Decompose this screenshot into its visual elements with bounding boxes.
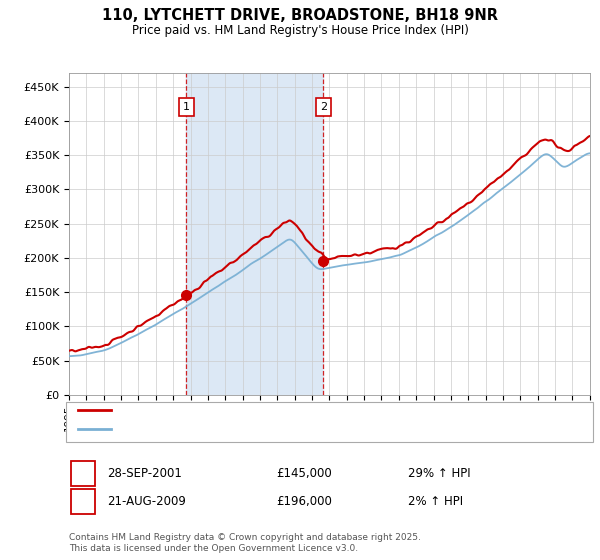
Text: 1: 1 bbox=[182, 102, 190, 112]
Text: 2% ↑ HPI: 2% ↑ HPI bbox=[408, 494, 463, 508]
Text: 21-AUG-2009: 21-AUG-2009 bbox=[107, 494, 185, 508]
Text: 29% ↑ HPI: 29% ↑ HPI bbox=[408, 466, 470, 480]
Text: £145,000: £145,000 bbox=[276, 466, 332, 480]
Text: Contains HM Land Registry data © Crown copyright and database right 2025.
This d: Contains HM Land Registry data © Crown c… bbox=[69, 533, 421, 553]
Text: 110, LYTCHETT DRIVE, BROADSTONE, BH18 9NR (semi-detached house): 110, LYTCHETT DRIVE, BROADSTONE, BH18 9N… bbox=[120, 405, 513, 414]
Bar bbox=[186, 73, 323, 395]
Text: Price paid vs. HM Land Registry's House Price Index (HPI): Price paid vs. HM Land Registry's House … bbox=[131, 24, 469, 36]
Text: 1: 1 bbox=[79, 466, 86, 480]
Text: £196,000: £196,000 bbox=[276, 494, 332, 508]
Text: 2: 2 bbox=[79, 494, 86, 508]
Text: 28-SEP-2001: 28-SEP-2001 bbox=[107, 466, 182, 480]
Text: 2: 2 bbox=[320, 102, 327, 112]
Text: HPI: Average price, semi-detached house, Bournemouth Christchurch and Poole: HPI: Average price, semi-detached house,… bbox=[120, 424, 556, 434]
Text: 110, LYTCHETT DRIVE, BROADSTONE, BH18 9NR: 110, LYTCHETT DRIVE, BROADSTONE, BH18 9N… bbox=[102, 8, 498, 24]
